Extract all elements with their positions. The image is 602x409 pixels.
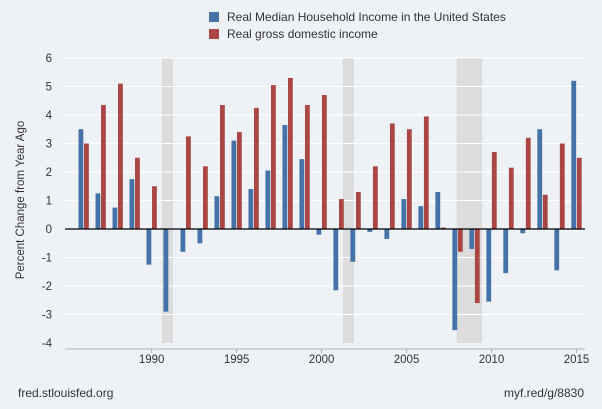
x-tick-label: 1995 [224, 354, 250, 366]
bar-household-income-1986[interactable] [79, 129, 84, 229]
bar-gdi-1999[interactable] [305, 105, 310, 229]
y-tick-label: 1 [46, 196, 52, 208]
y-tick-label: -3 [42, 310, 52, 322]
bar-gdi-2002[interactable] [356, 192, 361, 229]
bar-household-income-2011[interactable] [503, 229, 508, 273]
x-tick-label: 2005 [394, 354, 420, 366]
bar-gdi-1996[interactable] [254, 108, 259, 229]
bar-gdi-1995[interactable] [237, 132, 242, 229]
bar-gdi-2006[interactable] [424, 116, 429, 229]
y-tick-label: -1 [42, 253, 52, 265]
x-tick-label: 2000 [309, 354, 335, 366]
bar-household-income-2015[interactable] [571, 81, 576, 229]
bar-gdi-2000[interactable] [322, 95, 327, 229]
legend-item-household-income[interactable]: Real Median Household Income in the Unit… [209, 10, 506, 24]
bar-gdi-2014[interactable] [560, 144, 565, 230]
bar-gdi-1997[interactable] [271, 85, 276, 229]
bar-gdi-1998[interactable] [288, 78, 293, 229]
footer-link[interactable]: myf.red/g/8830 [504, 386, 584, 400]
y-tick-label: 6 [46, 53, 52, 65]
bar-gdi-1988[interactable] [118, 84, 123, 229]
legend-label-household-income: Real Median Household Income in the Unit… [227, 10, 506, 24]
y-tick-label: -2 [42, 281, 52, 293]
bar-household-income-1994[interactable] [214, 196, 219, 229]
legend-item-gdi[interactable]: Real gross domestic income [209, 27, 378, 41]
bar-gdi-2008[interactable] [458, 229, 463, 252]
bar-gdi-1993[interactable] [203, 166, 208, 229]
bar-household-income-2001[interactable] [333, 229, 338, 290]
y-tick-label: 0 [46, 224, 52, 236]
bar-household-income-2006[interactable] [418, 206, 423, 229]
y-tick-label: -4 [42, 338, 53, 350]
bar-gdi-2003[interactable] [373, 166, 378, 229]
bar-gdi-1987[interactable] [101, 105, 106, 229]
bar-household-income-2005[interactable] [401, 199, 406, 229]
bar-household-income-2009[interactable] [469, 229, 474, 249]
bar-gdi-2013[interactable] [543, 195, 548, 229]
y-tick-label: 3 [46, 139, 52, 151]
bar-gdi-1992[interactable] [186, 136, 191, 229]
bar-gdi-2004[interactable] [390, 124, 395, 229]
legend-swatch-household-income [209, 12, 219, 22]
bar-household-income-1999[interactable] [299, 159, 304, 229]
bar-household-income-2010[interactable] [486, 229, 491, 302]
bar-gdi-2010[interactable] [492, 152, 497, 229]
bar-gdi-2011[interactable] [509, 168, 514, 229]
bar-household-income-1988[interactable] [113, 208, 118, 229]
bar-household-income-1990[interactable] [147, 229, 152, 265]
x-tick-label: 2015 [564, 354, 590, 366]
bar-household-income-2013[interactable] [537, 129, 542, 229]
bar-gdi-1990[interactable] [152, 186, 157, 229]
y-axis-label: Percent Change from Year Ago [15, 121, 27, 280]
bar-household-income-2008[interactable] [452, 229, 457, 330]
bar-gdi-2009[interactable] [475, 229, 480, 303]
bar-household-income-1991[interactable] [164, 229, 169, 312]
bar-household-income-1992[interactable] [180, 229, 185, 252]
bar-household-income-2007[interactable] [435, 192, 440, 229]
bar-gdi-2001[interactable] [339, 199, 344, 229]
x-tick-label: 1990 [139, 354, 165, 366]
bar-gdi-2012[interactable] [526, 138, 531, 229]
bar-household-income-1997[interactable] [265, 171, 270, 229]
bar-household-income-1996[interactable] [248, 189, 253, 229]
bar-household-income-1998[interactable] [282, 125, 287, 229]
bar-household-income-2012[interactable] [520, 229, 525, 233]
x-tick-label: 2010 [479, 354, 505, 366]
bar-household-income-2004[interactable] [384, 229, 389, 239]
bar-household-income-2002[interactable] [350, 229, 355, 262]
y-tick-label: 5 [46, 82, 52, 94]
bar-gdi-1986[interactable] [84, 144, 89, 230]
bar-household-income-1993[interactable] [197, 229, 202, 243]
bar-household-income-2000[interactable] [316, 229, 321, 235]
bar-gdi-1989[interactable] [135, 158, 140, 229]
bar-household-income-1989[interactable] [130, 179, 135, 229]
legend-swatch-gdi [209, 29, 219, 39]
bar-gdi-2005[interactable] [407, 129, 412, 229]
footer-source[interactable]: fred.stlouisfed.org [18, 386, 113, 400]
bar-household-income-2014[interactable] [554, 229, 559, 270]
bar-household-income-1987[interactable] [96, 193, 101, 229]
y-tick-label: 2 [46, 167, 52, 179]
bar-gdi-2015[interactable] [577, 158, 582, 229]
legend-label-gdi: Real gross domestic income [227, 27, 378, 41]
y-tick-label: 4 [46, 110, 53, 122]
bar-household-income-1995[interactable] [231, 141, 236, 229]
bar-gdi-1994[interactable] [220, 105, 225, 229]
